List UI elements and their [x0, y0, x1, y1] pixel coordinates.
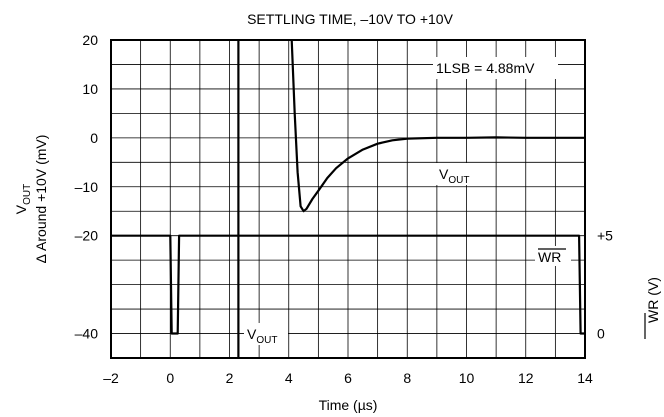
y-tick-label: 0 — [90, 130, 98, 146]
y-tick-label: –40 — [75, 326, 99, 342]
right-tick-label: +5 — [597, 228, 613, 244]
y-tick-label: –20 — [75, 228, 99, 244]
y-tick-label: 20 — [82, 32, 98, 48]
grid — [111, 40, 585, 358]
chart-title: SETTLING TIME, –10V TO +10V — [247, 11, 453, 27]
vout-curve-label-bg — [436, 163, 480, 185]
wr-signal-line — [111, 234, 585, 335]
y-axis-label: VOUT — [13, 184, 33, 214]
x-tick-label: 8 — [403, 370, 411, 386]
plot-frame — [110, 39, 586, 359]
x-tick-label: 14 — [577, 370, 593, 386]
x-tick-labels: –2 0 2 4 6 8 10 12 14 — [103, 370, 593, 386]
y-axis-label-2: Δ Around +10V (mV) — [33, 135, 49, 264]
y-tick-label: 10 — [82, 81, 98, 97]
lsb-annotation-bg — [433, 57, 558, 79]
y-tick-label: –10 — [75, 179, 99, 195]
right-axis-label-group: WR (V) — [645, 277, 661, 323]
right-tick-label: 0 — [597, 326, 605, 342]
vout-curve-label: VOUT — [439, 166, 469, 186]
wr-label-bg — [535, 246, 571, 266]
y-tick-labels: 20 10 0 –10 –20 –40 — [75, 32, 99, 342]
x-axis-label: Time (µs) — [319, 397, 378, 413]
y-axis-label-main: V — [13, 204, 29, 214]
x-tick-label: 12 — [518, 370, 534, 386]
annotations: 1LSB = 4.88mV VOUT VOUT WR — [244, 57, 646, 346]
x-tick-label: –2 — [103, 370, 119, 386]
curves — [111, 39, 585, 358]
x-tick-label: 6 — [344, 370, 352, 386]
x-tick-label: 0 — [166, 370, 174, 386]
vout-step-label: VOUT — [247, 326, 277, 346]
vout-settling-curve — [290, 39, 585, 213]
x-tick-label: 4 — [285, 370, 293, 386]
y-axis-label-sub: OUT — [22, 184, 33, 205]
right-axis-label: WR (V) — [645, 277, 661, 323]
vout-step-label-bg — [244, 323, 288, 345]
wr-label: WR — [538, 249, 561, 265]
x-tick-label: 10 — [459, 370, 475, 386]
y-axis-label-group: VOUT Δ Around +10V (mV) — [13, 135, 49, 264]
x-tick-label: 2 — [226, 370, 234, 386]
lsb-annotation: 1LSB = 4.88mV — [436, 60, 535, 76]
right-tick-labels: +5 0 — [597, 228, 613, 342]
